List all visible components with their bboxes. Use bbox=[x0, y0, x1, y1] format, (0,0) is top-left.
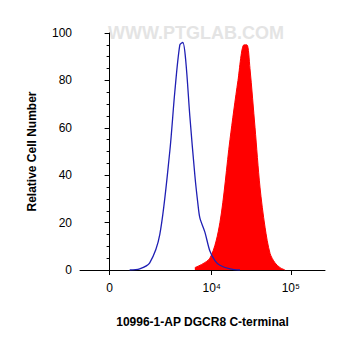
svg-text:WWW.PTGLAB.COM: WWW.PTGLAB.COM bbox=[108, 23, 284, 43]
svg-text:10996-1-AP DGCR8 C-terminal: 10996-1-AP DGCR8 C-terminal bbox=[116, 315, 289, 329]
svg-text:0: 0 bbox=[106, 281, 113, 295]
svg-text:Relative Cell Number: Relative Cell Number bbox=[25, 91, 39, 211]
svg-text:0: 0 bbox=[65, 263, 72, 277]
svg-text:40: 40 bbox=[59, 168, 73, 182]
svg-text:60: 60 bbox=[59, 121, 73, 135]
svg-text:10⁴: 10⁴ bbox=[202, 281, 221, 295]
svg-text:80: 80 bbox=[59, 73, 73, 87]
svg-text:100: 100 bbox=[52, 26, 72, 40]
svg-text:20: 20 bbox=[59, 216, 73, 230]
svg-text:10⁵: 10⁵ bbox=[282, 281, 300, 295]
